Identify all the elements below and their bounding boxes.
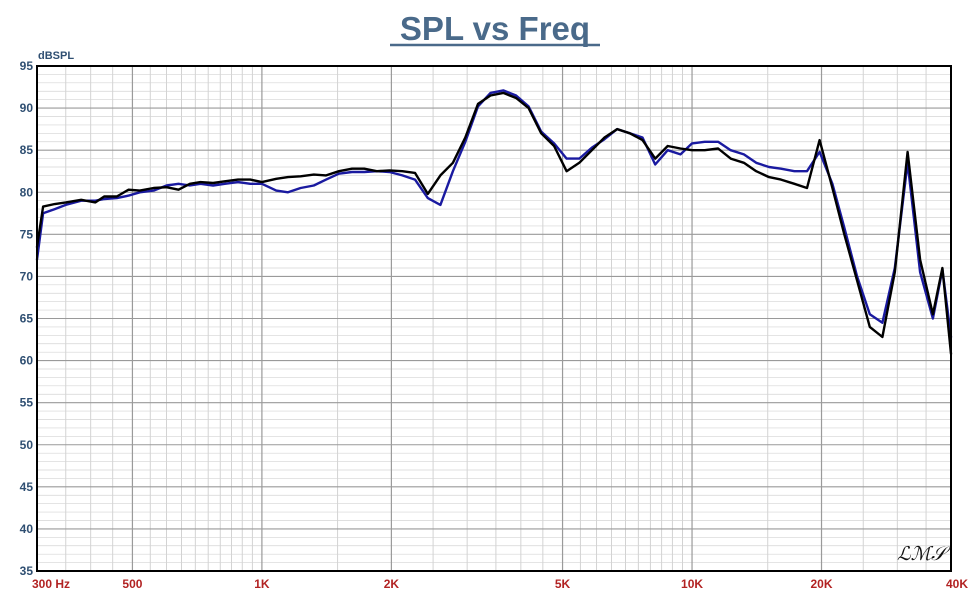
- x-tick-label: 40K: [946, 577, 968, 591]
- x-tick-label: 20K: [811, 577, 833, 591]
- y-tick-label: 35: [20, 564, 34, 578]
- y-tick-label: 90: [20, 101, 34, 115]
- x-tick-label: 10K: [681, 577, 703, 591]
- lms-logo: ℒℳ𝒮: [897, 543, 951, 565]
- y-tick-label: 80: [20, 185, 34, 199]
- y-tick-label: 95: [20, 59, 34, 73]
- y-axis-label: dBSPL: [38, 50, 74, 62]
- y-tick-label: 85: [20, 143, 34, 157]
- plot-frame: [36, 65, 952, 572]
- y-tick-label: 70: [20, 269, 34, 283]
- x-tick-label: 500: [122, 577, 142, 591]
- series-1-line: [35, 91, 953, 356]
- y-tick-label: 55: [20, 396, 34, 410]
- series-layer: [35, 89, 953, 356]
- x-tick-label: 5K: [555, 577, 571, 591]
- y-tick-label: 45: [20, 480, 34, 494]
- y-tick-label: 40: [20, 522, 34, 536]
- y-tick-label: 60: [20, 354, 34, 368]
- x-tick-labels: 300 Hz 500 1K 2K 5K 10K 20K 40K: [32, 577, 968, 591]
- x-tick-label: 1K: [254, 577, 270, 591]
- x-tick-label: 2K: [384, 577, 400, 591]
- y-tick-label: 50: [20, 438, 34, 452]
- series-2-line: [35, 89, 953, 339]
- y-tick-label: 65: [20, 312, 34, 326]
- y-tick-labels: 35 40 45 50 55 60 65 70 75 80 85 90 95: [20, 59, 34, 578]
- chart-title: SPL vs Freq: [400, 10, 590, 47]
- y-tick-label: 75: [20, 227, 34, 241]
- x-tick-label: 300 Hz: [32, 577, 70, 591]
